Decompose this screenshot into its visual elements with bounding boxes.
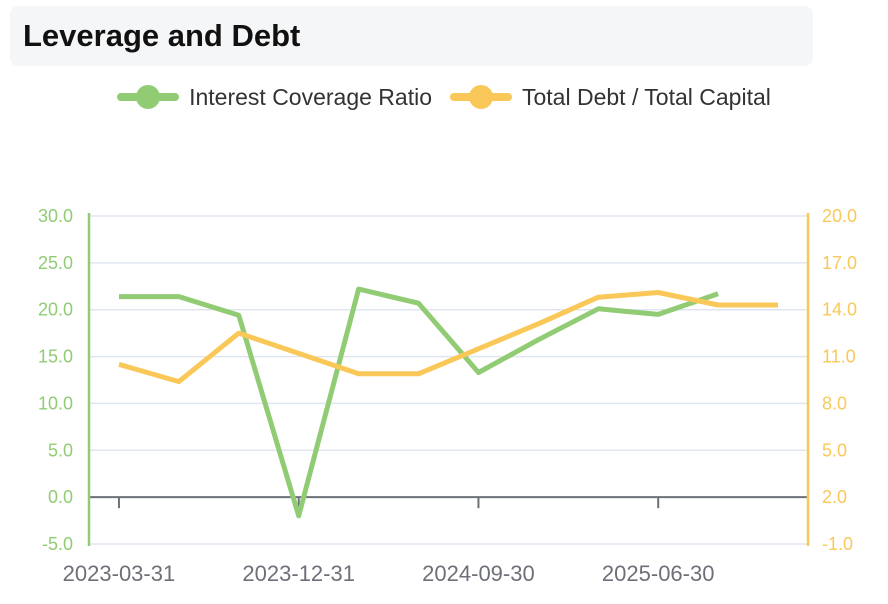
right-axis-tick-label: 17.0 — [822, 253, 857, 273]
legend-item-interest-coverage-ratio[interactable]: Interest Coverage Ratio — [117, 84, 432, 111]
legend-item-label: Interest Coverage Ratio — [189, 83, 432, 110]
line-with-dot-marker-icon — [117, 85, 180, 109]
right-axis-tick-label: 2.0 — [822, 487, 847, 507]
line-with-dot-marker-icon — [450, 85, 512, 109]
series-line-total-debt-total-capital[interactable] — [118, 290, 778, 385]
left-axis-tick-label: 5.0 — [48, 440, 73, 460]
series-line-interest-coverage-ratio[interactable] — [119, 286, 719, 519]
chart-title: Leverage and Debt — [23, 18, 301, 53]
x-axis-tick-label: 2023-03-31 — [63, 561, 176, 586]
left-axis-tick-label: 20.0 — [38, 300, 73, 320]
right-axis-tick-label: 5.0 — [822, 440, 847, 460]
x-axis-tick-label: 2024-09-30 — [422, 561, 535, 586]
right-axis-tick-label: 14.0 — [822, 300, 857, 320]
left-axis-tick-label: 25.0 — [38, 253, 73, 273]
right-axis-tick-label: 20.0 — [822, 206, 857, 226]
right-axis-tick-label: 11.0 — [822, 347, 856, 367]
left-axis-tick-label: -5.0 — [42, 534, 73, 554]
left-axis-tick-label: 30.0 — [38, 206, 73, 226]
legend-item-total-debt-total-capital[interactable]: Total Debt / Total Capital — [450, 84, 771, 111]
x-axis-tick-label: 2023-12-31 — [242, 561, 355, 586]
right-axis-tick-label: 8.0 — [822, 393, 847, 413]
legend-item-label: Total Debt / Total Capital — [522, 83, 771, 110]
left-axis-tick-label: 0.0 — [48, 487, 73, 507]
chart-title-bar: Leverage and Debt — [10, 6, 813, 66]
right-axis-tick-label: -1.0 — [822, 534, 853, 554]
left-axis-tick-label: 15.0 — [38, 347, 73, 367]
left-axis-tick-label: 10.0 — [38, 393, 73, 413]
x-axis-tick-label: 2025-06-30 — [602, 561, 715, 586]
chart-legend: Interest Coverage Ratio Total Debt / Tot… — [0, 82, 888, 112]
